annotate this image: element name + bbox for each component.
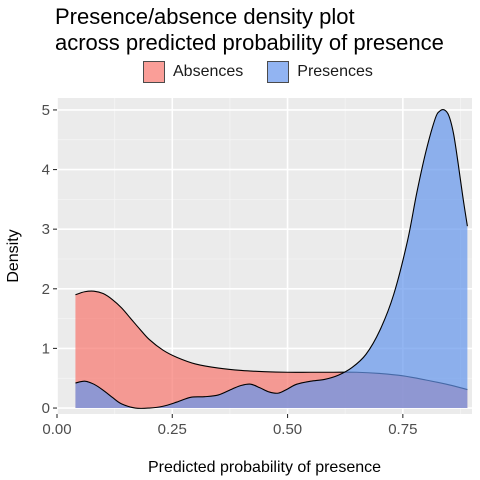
density-line-presences (75, 109, 468, 409)
chart-title: Presence/absence density plot across pre… (55, 4, 444, 55)
y-tick-label: 1 (42, 340, 50, 357)
legend: Absences Presences (143, 59, 397, 85)
axis-ticks: 0 1 2 3 4 5 0.00 0.25 0.50 0.75 (42, 102, 418, 438)
density-areas (75, 109, 468, 409)
y-tick-label: 4 (42, 162, 50, 179)
legend-key-absences (143, 61, 165, 83)
x-tick-label: 0.25 (158, 421, 187, 438)
density-fill-presences (75, 109, 468, 409)
legend-label-absences: Absences (173, 63, 244, 80)
y-tick-label: 2 (42, 281, 50, 298)
legend-key-presences (267, 61, 290, 83)
x-tick-label: 0.75 (388, 421, 417, 438)
y-tick-label: 5 (42, 102, 50, 119)
x-tick-label: 0.00 (42, 421, 71, 438)
y-tick-label: 3 (42, 221, 50, 238)
legend-item-absences: Absences (143, 61, 243, 83)
legend-item-presences: Presences (267, 61, 373, 83)
legend-label-presences: Presences (297, 63, 373, 80)
x-tick-label: 0.50 (273, 421, 302, 438)
y-tick-label: 0 (42, 400, 50, 417)
y-axis-title: Density (5, 229, 22, 282)
x-axis-title: Predicted probability of presence (148, 459, 381, 476)
